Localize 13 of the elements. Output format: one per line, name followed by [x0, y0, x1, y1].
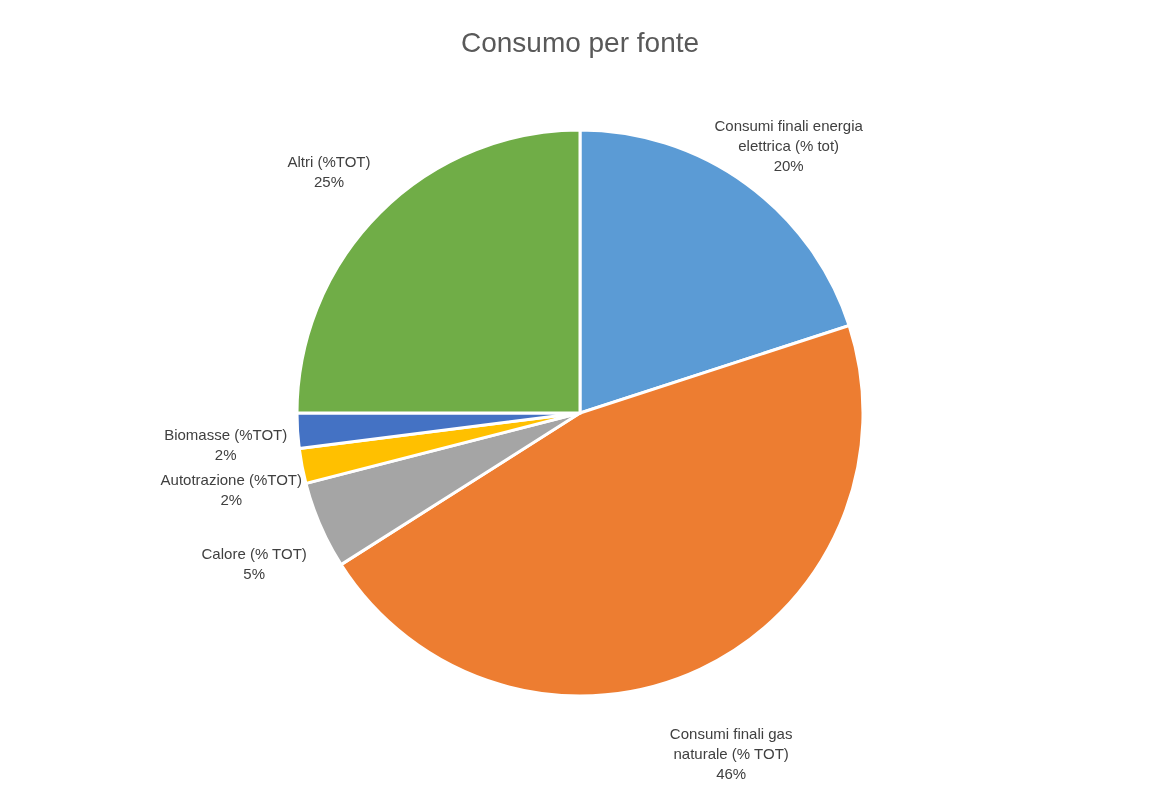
data-label: 2%	[214, 446, 237, 464]
slice-label: Biomasse (%TOT)	[164, 426, 288, 444]
slice-label: Consumi finali gas naturale (% TOT)	[669, 725, 793, 763]
slice-label: Calore (% TOT)	[201, 544, 307, 562]
slice-label: Consumi finali energia elettrica (% tot)	[714, 116, 864, 154]
data-label: 25%	[313, 172, 344, 190]
slice-label: Autotrazione (%TOT)	[160, 470, 303, 488]
chart-title: Consumo per fonte	[460, 27, 700, 58]
data-label: 2%	[220, 490, 243, 508]
slice-label: Altri (%TOT)	[287, 152, 371, 170]
data-label: 20%	[773, 156, 804, 174]
data-label: 46%	[716, 765, 747, 783]
data-label: 5%	[243, 564, 266, 582]
